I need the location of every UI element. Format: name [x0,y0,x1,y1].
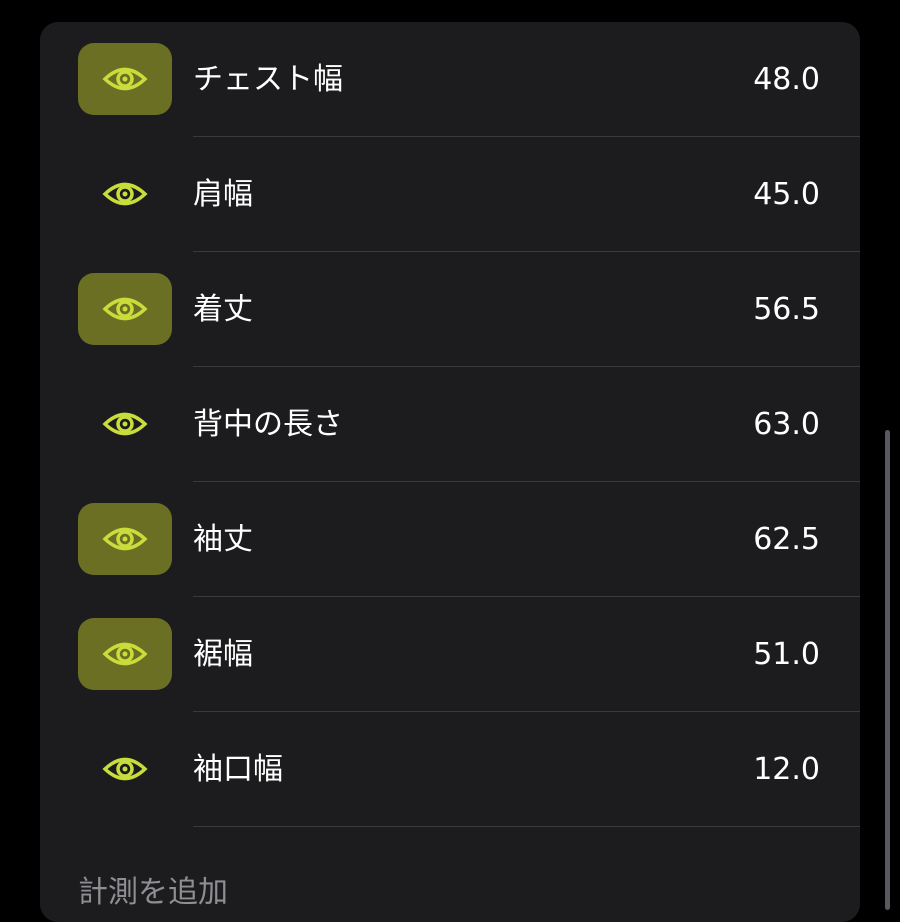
measurement-value: 48.0 [753,62,820,97]
visibility-toggle[interactable] [78,503,172,575]
visibility-toggle[interactable] [78,388,172,460]
measurement-row[interactable]: 裾幅 51.0 [40,597,860,712]
measurement-label: 袖口幅 [193,752,283,787]
divider [193,251,860,252]
measurement-value: 63.0 [753,407,820,442]
measurement-row[interactable]: 袖丈 62.5 [40,482,860,597]
measurement-row[interactable]: 着丈 56.5 [40,252,860,367]
measurement-label: 裾幅 [193,637,253,672]
eye-icon [102,179,148,209]
measurement-value: 45.0 [753,177,820,212]
eye-icon [102,64,148,94]
divider [193,136,860,137]
eye-icon [102,409,148,439]
divider [193,366,860,367]
measurement-label: 肩幅 [193,177,253,212]
scrollbar[interactable] [885,430,890,910]
divider [193,596,860,597]
divider [193,481,860,482]
eye-icon [102,524,148,554]
visibility-toggle[interactable] [78,618,172,690]
measurement-label: 着丈 [193,292,253,327]
visibility-toggle[interactable] [78,158,172,230]
eye-icon [102,754,148,784]
visibility-toggle[interactable] [78,43,172,115]
eye-icon [102,294,148,324]
measurement-row[interactable]: チェスト幅 48.0 [40,22,860,137]
add-measurement-button[interactable]: 計測を追加 [78,875,228,910]
measurement-value: 12.0 [753,752,820,787]
measurement-row[interactable]: 袖口幅 12.0 [40,712,860,827]
visibility-toggle[interactable] [78,273,172,345]
measurement-label: 袖丈 [193,522,253,557]
measurement-value: 51.0 [753,637,820,672]
measurement-row[interactable]: 背中の長さ 63.0 [40,367,860,482]
eye-icon [102,639,148,669]
measurement-label: チェスト幅 [193,62,343,97]
measurement-label: 背中の長さ [193,407,343,442]
visibility-toggle[interactable] [78,733,172,805]
measurement-value: 62.5 [753,522,820,557]
measurement-value: 56.5 [753,292,820,327]
measurements-card: 計測を追加 チェスト幅 48.0 肩幅 45.0 着丈 56.5 背中の長さ 63.0 袖丈 62… [40,22,860,922]
divider [193,711,860,712]
divider [193,826,860,827]
measurement-row[interactable]: 肩幅 45.0 [40,137,860,252]
